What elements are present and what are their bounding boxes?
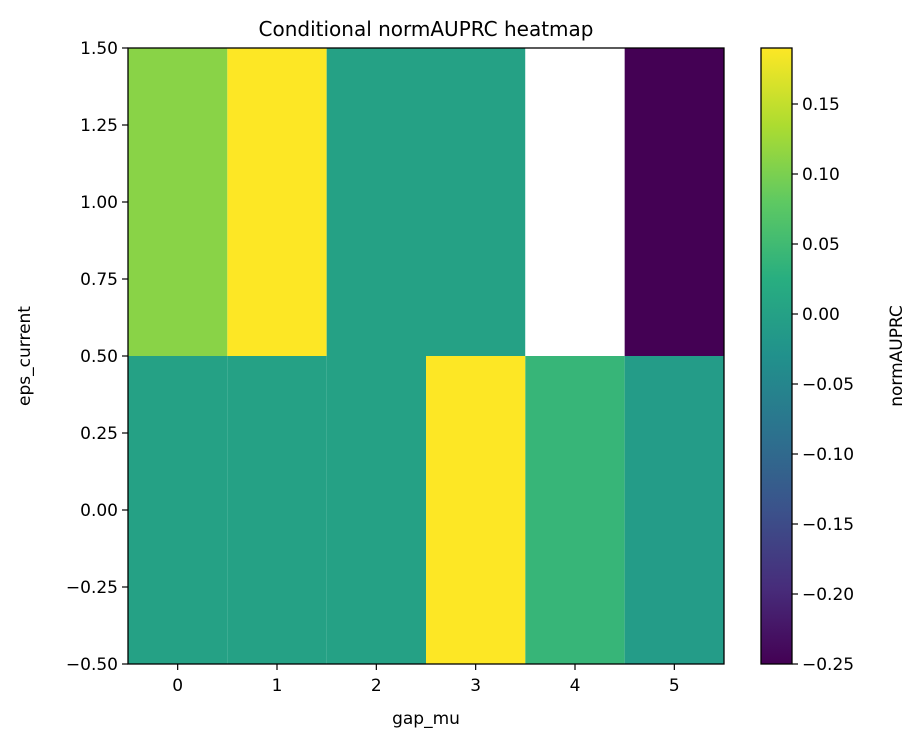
x-tick-label: 4 — [570, 676, 581, 696]
colorbar — [760, 47, 793, 665]
colorbar-label: normAUPRC — [887, 305, 907, 407]
heatmap-cell-r0-c4 — [525, 356, 625, 664]
heatmap-cell-r0-c0 — [128, 356, 228, 664]
heatmap-cell-r0-c5 — [624, 356, 724, 664]
y-tick-label: −0.25 — [66, 578, 118, 598]
y-tick-label: 0.50 — [80, 347, 118, 367]
colorbar-tick-label: 0.15 — [802, 95, 840, 115]
y-tick-label: 0.25 — [80, 424, 118, 444]
x-tick-label: 3 — [470, 676, 481, 696]
heatmap-cell-r1-c2 — [326, 48, 426, 356]
x-tick-label: 1 — [272, 676, 283, 696]
heatmap-cell-r1-c5 — [624, 48, 724, 356]
colorbar-axis: −0.25 −0.20 −0.15 −0.10 −0.05 0.00 0.05 0.10 0.1… — [792, 95, 854, 675]
y-tick-label: 1.00 — [80, 193, 118, 213]
y-tick-label: 1.50 — [80, 39, 118, 59]
heatmap-cells — [128, 48, 724, 664]
y-tick-label: 0.75 — [80, 270, 118, 290]
colorbar-tick-label: −0.15 — [802, 515, 854, 535]
colorbar-tick-label: −0.25 — [802, 655, 854, 675]
x-tick-label: 2 — [371, 676, 382, 696]
y-tick-label: 1.25 — [80, 116, 118, 136]
heatmap-cell-r0-c2 — [326, 356, 426, 664]
heatmap-cell-r1-c3 — [426, 48, 526, 356]
x-axis-label: gap_mu — [392, 709, 460, 729]
chart-title: Conditional normAUPRC heatmap — [259, 17, 594, 41]
heatmap-cell-r0-c1 — [227, 356, 327, 664]
y-axis: −0.50 −0.25 0.00 0.25 0.50 0.75 1.00 1.25 1.50 — [66, 39, 128, 675]
colorbar-tick-label: 0.05 — [802, 235, 840, 255]
heatmap-cell-r1-c0 — [128, 48, 228, 356]
colorbar-tick-label: −0.05 — [802, 375, 854, 395]
heatmap-cell-r1-c1 — [227, 48, 327, 356]
colorbar-tick-label: 0.00 — [802, 305, 840, 325]
colorbar-tick-label: −0.10 — [802, 445, 854, 465]
x-tick-label: 5 — [669, 676, 680, 696]
heatmap-cell-r0-c3 — [426, 356, 526, 664]
y-tick-label: −0.50 — [66, 655, 118, 675]
heatmap-cell-r1-c4 — [525, 48, 625, 356]
x-tick-label: 0 — [172, 676, 183, 696]
y-axis-label: eps_current — [15, 306, 35, 406]
y-tick-label: 0.00 — [80, 501, 118, 521]
x-axis: 0 1 2 3 4 5 — [172, 664, 680, 696]
colorbar-tick-label: 0.10 — [802, 165, 840, 185]
colorbar-tick-label: −0.20 — [802, 585, 854, 605]
